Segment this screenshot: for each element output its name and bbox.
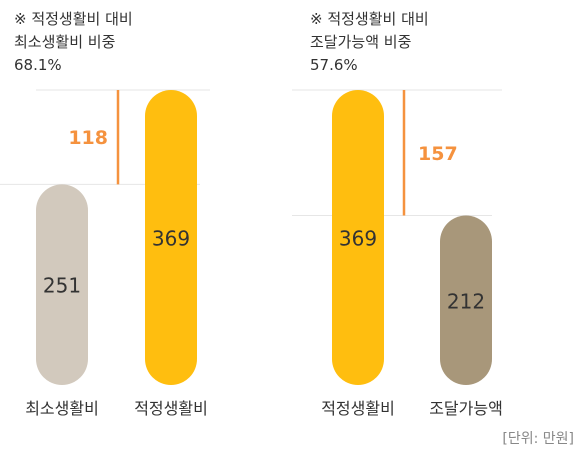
bar-적정생활비 — [332, 90, 384, 385]
note-line-2: 최소생활비 비중 — [14, 33, 116, 51]
category-label: 최소생활비 — [25, 399, 99, 418]
bar-value-label: 251 — [43, 274, 81, 298]
ratio-note: ※ 적정생활비 대비 조달가능액 비중 57.6% — [310, 8, 429, 77]
ratio-note: ※ 적정생활비 대비 최소생활비 비중 68.1% — [14, 8, 133, 77]
unit-label-part: [단위 — [502, 431, 534, 447]
bar-value-label: 369 — [152, 227, 190, 251]
category-label: 적정생활비 — [134, 399, 208, 418]
note-line-1: ※ 적정생활비 대비 — [14, 10, 133, 28]
note-line-1: ※ 적정생활비 대비 — [310, 10, 429, 28]
unit-label: [단위: 만원] — [502, 428, 574, 448]
note-ratio-value: 57.6% — [310, 56, 358, 74]
bar-value-label: 369 — [339, 227, 377, 251]
bar-최소생활비 — [36, 184, 88, 385]
note-line-2: 조달가능액 비중 — [310, 33, 412, 51]
bar-chart-right: 369 적정생활비 212 조달가능액 157 — [292, 89, 503, 418]
difference-value-label: 157 — [418, 143, 458, 165]
chart-panel-minimum-vs-adequate: ※ 적정생활비 대비 최소생활비 비중 68.1% 251 최소생활비 369 적정생… — [0, 8, 210, 418]
note-ratio-value: 68.1% — [14, 56, 62, 74]
bar-chart-left: 251 최소생활비 369 적정생활비 118 — [0, 89, 210, 418]
category-label: 조달가능액 — [429, 399, 503, 418]
unit-label-part: : 만원] — [533, 431, 574, 447]
bar-value-label: 212 — [447, 289, 485, 313]
bar-조달가능액 — [440, 215, 492, 385]
category-label: 적정생활비 — [321, 399, 395, 418]
chart-panel-adequate-vs-available: ※ 적정생활비 대비 조달가능액 비중 57.6% 369 적정생활비 212 조달가… — [292, 0, 584, 459]
difference-value-label: 118 — [68, 127, 108, 149]
bar-적정생활비 — [145, 90, 197, 385]
